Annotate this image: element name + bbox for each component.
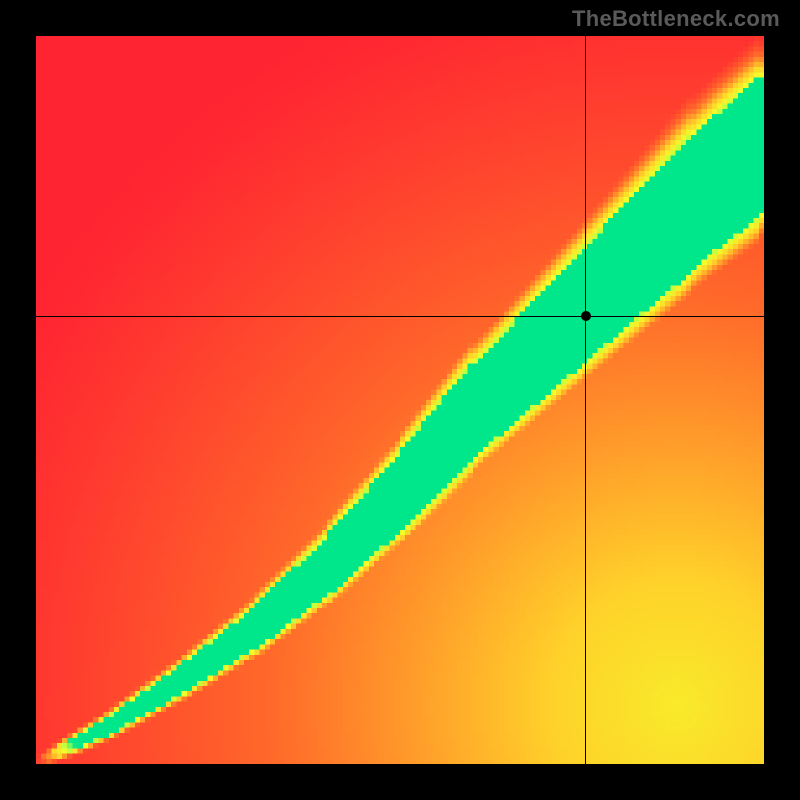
chart-frame: TheBottleneck.com: [0, 0, 800, 800]
watermark-text: TheBottleneck.com: [572, 6, 780, 32]
heatmap-canvas: [36, 36, 764, 764]
heatmap-plot: [36, 36, 764, 764]
crosshair-vertical: [585, 36, 586, 764]
crosshair-horizontal: [36, 316, 764, 317]
crosshair-marker: [581, 311, 591, 321]
